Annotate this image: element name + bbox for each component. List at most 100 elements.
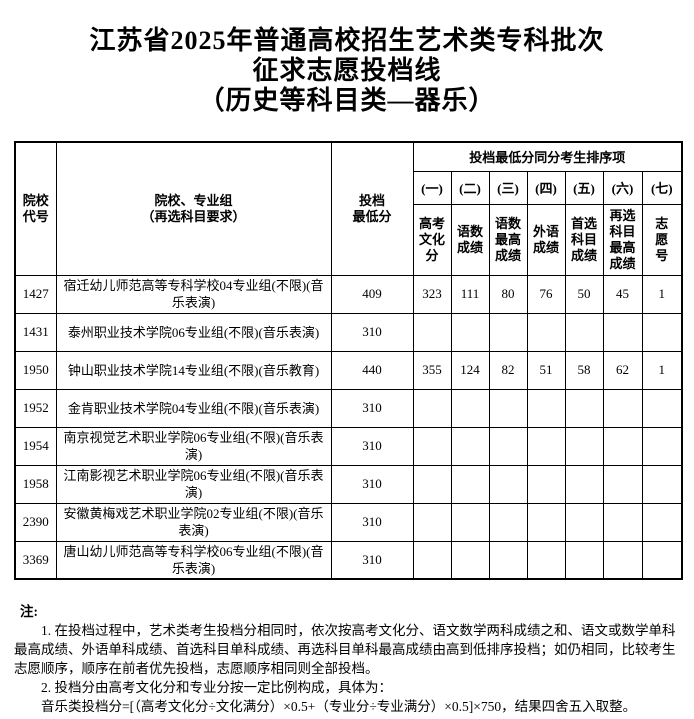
header-rank-label-3: 语数 最高 成绩 (488, 203, 528, 276)
cell-rank-6 (602, 426, 643, 466)
cell-college-code: 1952 (14, 388, 57, 428)
cell-rank-3 (488, 540, 528, 580)
cell-rank-2 (450, 464, 490, 504)
cell-rank-6 (602, 312, 643, 352)
cell-college-group: 宿迁幼儿师范高等专科学校04专业组(不限)(音乐表演) (55, 274, 332, 314)
header-rank-num-3: (三) (488, 170, 528, 205)
cell-rank-5 (564, 388, 604, 428)
cell-rank-2 (450, 312, 490, 352)
cell-rank-1 (412, 540, 452, 580)
cell-rank-4 (526, 388, 566, 428)
cell-rank-4 (526, 502, 566, 542)
cell-college-group: 南京视觉艺术职业学院06专业组(不限)(音乐表演) (55, 426, 332, 466)
cell-rank-2 (450, 388, 490, 428)
table-body: 1427 宿迁幼儿师范高等专科学校04专业组(不限)(音乐表演) 409 323… (14, 274, 683, 580)
title-line-2: 征求志愿投档线 (252, 56, 442, 85)
cell-rank-7 (641, 540, 683, 580)
cell-rank-4 (526, 464, 566, 504)
cell-rank-3 (488, 388, 528, 428)
cell-rank-1: 323 (412, 274, 452, 314)
cell-rank-2 (450, 502, 490, 542)
cell-rank-3 (488, 464, 528, 504)
table-row: 2390 安徽黄梅戏艺术职业学院02专业组(不限)(音乐表演) 310 (14, 502, 683, 542)
note-item-3: 音乐类投档分=[（高考文化分÷文化满分）×0.5+（专业分÷专业满分）×0.5]… (41, 699, 637, 714)
cell-college-code: 1950 (14, 350, 57, 390)
table-row: 1950 钟山职业技术学院14专业组(不限)(音乐教育) 440 355 124… (14, 350, 683, 390)
cell-rank-2 (450, 426, 490, 466)
cell-rank-5 (564, 502, 604, 542)
cell-min-score: 310 (330, 426, 414, 466)
table-row: 1427 宿迁幼儿师范高等专科学校04专业组(不限)(音乐表演) 409 323… (14, 274, 683, 314)
cell-rank-7 (641, 426, 683, 466)
header-college-group: 院校、专业组 （再选科目要求） (55, 141, 332, 276)
cell-rank-1 (412, 312, 452, 352)
cell-rank-3 (488, 502, 528, 542)
cell-rank-6: 62 (602, 350, 643, 390)
cell-rank-2 (450, 540, 490, 580)
cell-rank-3 (488, 312, 528, 352)
cell-rank-7: 1 (641, 274, 683, 314)
header-rank-label-6: 再选 科目 最高 成绩 (602, 203, 643, 276)
cell-min-score: 440 (330, 350, 414, 390)
table-row: 1431 泰州职业技术学院06专业组(不限)(音乐表演) 310 (14, 312, 683, 352)
cell-rank-2: 124 (450, 350, 490, 390)
cell-college-group: 江南影视艺术职业学院06专业组(不限)(音乐表演) (55, 464, 332, 504)
table-row: 3369 唐山幼儿师范高等专科学校06专业组(不限)(音乐表演) 310 (14, 540, 683, 580)
header-college-code: 院校 代号 (14, 141, 57, 276)
cell-rank-4 (526, 312, 566, 352)
cell-min-score: 310 (330, 540, 414, 580)
cell-college-group: 安徽黄梅戏艺术职业学院02专业组(不限)(音乐表演) (55, 502, 332, 542)
table-row: 1952 金肯职业技术学院04专业组(不限)(音乐表演) 310 (14, 388, 683, 428)
cell-min-score: 310 (330, 502, 414, 542)
cell-rank-7 (641, 464, 683, 504)
cell-rank-3 (488, 426, 528, 466)
cell-rank-5: 58 (564, 350, 604, 390)
cell-college-group: 钟山职业技术学院14专业组(不限)(音乐教育) (55, 350, 332, 390)
cell-rank-1: 355 (412, 350, 452, 390)
cell-rank-6: 45 (602, 274, 643, 314)
cell-rank-1 (412, 464, 452, 504)
cell-rank-4: 76 (526, 274, 566, 314)
header-rank-group-title: 投档最低分同分考生排序项 (412, 141, 683, 172)
header-rank-num-2: (二) (450, 170, 490, 205)
cell-college-group: 唐山幼儿师范高等专科学校06专业组(不限)(音乐表演) (55, 540, 332, 580)
title-line-3: （历史等科目类—器乐） (198, 86, 496, 115)
cell-rank-4 (526, 540, 566, 580)
cell-college-code: 3369 (14, 540, 57, 580)
header-rank-label-4: 外语 成绩 (526, 203, 566, 276)
cell-rank-4 (526, 426, 566, 466)
page-title: 江苏省2025年普通高校招生艺术类专科批次 征求志愿投档线 （历史等科目类—器乐… (0, 0, 694, 116)
cell-college-code: 1954 (14, 426, 57, 466)
cell-rank-7 (641, 388, 683, 428)
cell-college-group: 金肯职业技术学院04专业组(不限)(音乐表演) (55, 388, 332, 428)
table-row: 1954 南京视觉艺术职业学院06专业组(不限)(音乐表演) 310 (14, 426, 683, 466)
cell-rank-6 (602, 388, 643, 428)
cell-rank-4: 51 (526, 350, 566, 390)
cell-rank-5: 50 (564, 274, 604, 314)
cell-college-code: 1427 (14, 274, 57, 314)
note-item-2: 2. 投档分由高考文化分和专业分按一定比例构成，具体为： (41, 680, 392, 695)
cell-rank-5 (564, 312, 604, 352)
cell-rank-1 (412, 388, 452, 428)
cell-rank-5 (564, 426, 604, 466)
cell-rank-2: 111 (450, 274, 490, 314)
header-rank-num-1: (一) (412, 170, 452, 205)
notes-label: 注: (20, 604, 38, 619)
cell-college-code: 1431 (14, 312, 57, 352)
cell-rank-1 (412, 426, 452, 466)
cell-rank-3: 80 (488, 274, 528, 314)
cell-college-group: 泰州职业技术学院06专业组(不限)(音乐表演) (55, 312, 332, 352)
cell-min-score: 409 (330, 274, 414, 314)
header-rank-label-2: 语数 成绩 (450, 203, 490, 276)
cell-college-code: 2390 (14, 502, 57, 542)
cell-rank-7 (641, 312, 683, 352)
header-rank-num-4: (四) (526, 170, 566, 205)
cell-rank-6 (602, 502, 643, 542)
cell-rank-5 (564, 464, 604, 504)
header-rank-label-5: 首选 科目 成绩 (564, 203, 604, 276)
header-min-score: 投档 最低分 (330, 141, 414, 276)
notes-section: 注: 1. 在投档过程中，艺术类考生投档分相同时，依次按高考文化分、语文数学两科… (14, 602, 688, 716)
note-item-1: 1. 在投档过程中，艺术类考生投档分相同时，依次按高考文化分、语文数学两科成绩之… (14, 623, 676, 676)
header-rank-label-1: 高考 文化 分 (412, 203, 452, 276)
